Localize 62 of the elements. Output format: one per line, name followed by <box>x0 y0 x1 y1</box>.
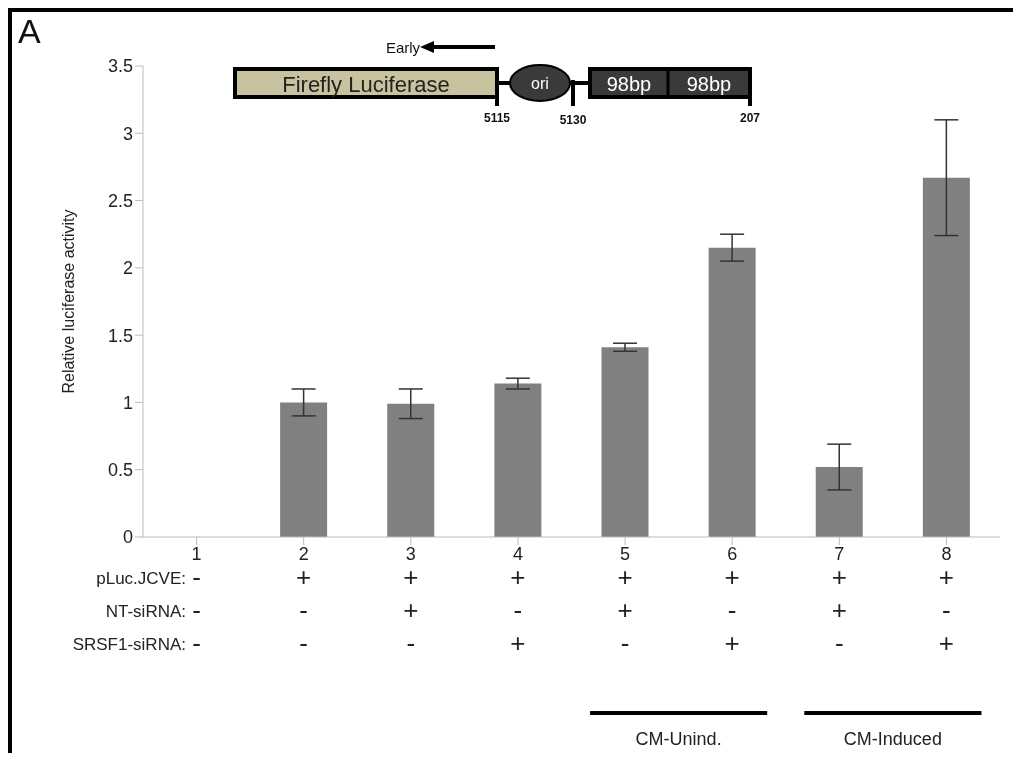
text: + <box>617 562 633 592</box>
text: + <box>510 562 526 592</box>
text: + <box>938 628 955 658</box>
text: + <box>938 562 955 592</box>
text: - <box>299 595 309 625</box>
text: NT-siRNA: <box>105 602 186 621</box>
y-tick-label: 1 <box>122 392 133 413</box>
text: - <box>406 628 416 658</box>
text: - <box>513 595 523 625</box>
bar <box>601 347 649 537</box>
text: - <box>727 595 737 625</box>
bar <box>815 467 863 537</box>
text: - <box>192 562 201 592</box>
annotation: Firefly Luciferase <box>282 72 450 97</box>
text: - <box>299 628 309 658</box>
x-tick-label: 4 <box>512 543 523 564</box>
y-tick-label: 2 <box>122 258 133 279</box>
bar <box>387 403 435 537</box>
text: + <box>831 595 847 625</box>
y-tick-label: 3.5 <box>107 56 133 77</box>
text: pLuc.JCVE: <box>96 569 186 588</box>
bar <box>708 247 756 537</box>
text: SRSF1-siRNA: <box>72 635 186 654</box>
text: CM-Induced <box>843 729 942 749</box>
text: + <box>403 562 419 592</box>
text: - <box>834 628 844 658</box>
bar <box>280 402 328 537</box>
annotation: 98bp <box>606 73 652 95</box>
text: + <box>724 562 740 592</box>
text: - <box>942 595 951 625</box>
bar <box>494 383 542 537</box>
annotation: 207 <box>739 111 761 125</box>
text: - <box>192 595 201 625</box>
annotation: ori <box>531 75 549 92</box>
annotation: 5130 <box>559 113 587 127</box>
text: - <box>192 628 201 658</box>
text: + <box>403 595 419 625</box>
text: CM-Unind. <box>635 729 722 749</box>
bar <box>922 177 970 537</box>
text: + <box>724 628 740 658</box>
x-tick-label: 6 <box>727 543 738 564</box>
x-tick-label: 7 <box>834 543 845 564</box>
annotation: 98bp <box>686 73 732 95</box>
y-tick-label: 2.5 <box>107 190 133 211</box>
text: Early <box>385 39 421 56</box>
y-tick-label: 0 <box>122 527 133 548</box>
x-tick-label: 2 <box>298 543 309 564</box>
y-tick-label: 1.5 <box>107 325 133 346</box>
y-axis-title: Relative luciferase activity <box>59 209 77 394</box>
text: - <box>620 628 630 658</box>
y-tick-label: 0.5 <box>107 460 133 481</box>
text: A <box>18 12 41 50</box>
x-tick-label: 8 <box>941 543 952 564</box>
text: + <box>296 562 312 592</box>
x-tick-label: 5 <box>620 543 631 564</box>
annotation: 5115 <box>483 111 511 125</box>
text: + <box>617 595 633 625</box>
x-tick-label: 1 <box>191 543 202 564</box>
y-tick-label: 3 <box>122 123 133 144</box>
x-tick-label: 3 <box>405 543 416 564</box>
text: + <box>510 628 526 658</box>
text: + <box>831 562 847 592</box>
